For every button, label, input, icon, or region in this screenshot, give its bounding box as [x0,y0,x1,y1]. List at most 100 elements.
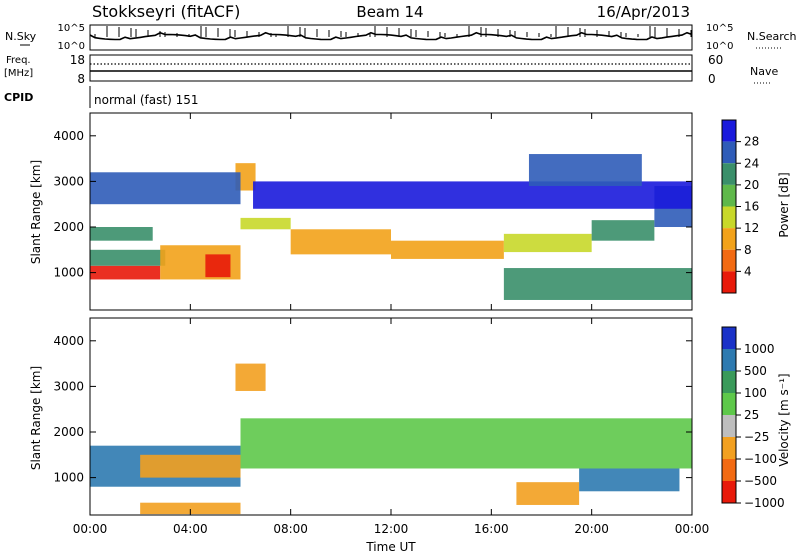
cpid-label: CPID [4,91,33,104]
heatmap-cell [90,249,166,266]
time-tick-label: 12:00 [374,522,409,536]
colorbar-tick-label: 100 [744,386,767,400]
cpid-mode: normal (fast) 151 [94,93,198,107]
freq-right-tick-bottom: 0 [708,72,716,86]
noise-left-label: N.Sky [5,30,37,43]
colorbar-tick-label: −25 [744,430,769,444]
heatmap-cell [140,454,241,478]
colorbar-tick-label: −1000 [744,496,785,510]
heatmap-cell [579,468,680,492]
freq-label-2: [MHz] [4,68,33,79]
heatmap-cell [240,418,692,469]
power-panel: 4000 3000 2000 1000 Slant Range [km] [29,112,693,311]
velocity-colorbar: 1000 500 100 25 −25 −100 −500 −1000 [721,326,785,510]
colorbar-tick-label: 4 [744,264,752,278]
colorbar-swatch [722,481,736,503]
time-axis-label: Time UT [365,540,416,554]
colorbar-swatch [722,349,736,371]
heatmap-cell [516,482,580,505]
heatmap-cell [503,233,592,253]
colorbar-swatch [722,327,736,349]
time-tick-label: 20:00 [574,522,609,536]
time-tick-label: 04:00 [173,522,208,536]
noise-trace [89,31,693,41]
colorbar-swatch [722,228,736,250]
colorbar-tick-label: −500 [744,474,777,488]
heatmap-cell [235,363,266,391]
colorbar-swatch [722,120,736,142]
heatmap-cell [391,240,504,259]
colorbar-swatch [722,141,736,164]
noise-right-tick-bottom: 10^0 [706,41,733,52]
colorbar-tick-label: 16 [744,200,759,214]
power-yaxis: 4000 3000 2000 1000 [53,129,692,280]
velocity-yaxis: 4000 3000 2000 1000 [53,334,692,485]
range-tick-label: 2000 [53,220,84,234]
colorbar-swatch [722,271,736,293]
power-colorbar-label: Power [dB] [777,172,791,237]
power-heatmap [90,154,692,300]
velocity-heatmap [90,363,692,515]
heatmap-cell [90,265,161,280]
colorbar-swatch [722,459,736,481]
power-ylabel: Slant Range [km] [29,160,43,264]
colorbar-swatch [722,184,736,207]
beam-title: Beam 14 [356,3,423,21]
noise-spikes [94,26,692,37]
freq-panel: Freq. [MHz] 18 8 60 0 Nave [4,53,778,86]
heatmap-cell [90,227,153,241]
noise-right-label: N.Search [747,30,797,43]
velocity-panel: 4000 3000 2000 1000 Slant Range [km] [29,317,693,516]
colorbar-tick-label: −100 [744,452,777,466]
heatmap-cell [240,217,291,230]
velocity-ylabel: Slant Range [km] [29,366,43,470]
colorbar-tick-label: 12 [744,221,759,235]
heatmap-cell [140,502,241,515]
freq-right-tick-top: 60 [708,53,723,67]
colorbar-tick-label: 500 [744,364,767,378]
time-tick-label: 08:00 [273,522,308,536]
time-tick-label: 16:00 [474,522,509,536]
range-tick-label: 1000 [53,266,84,280]
heatmap-cell [503,268,692,300]
colorbar-swatch [722,249,736,272]
colorbar-swatch [722,163,736,185]
time-axis: 00:00 04:00 08:00 12:00 16:00 20:00 00:00 [73,113,710,536]
freq-left-tick-top: 18 [70,53,85,67]
range-tick-label: 2000 [53,425,84,439]
heatmap-cell [90,172,241,205]
colorbar-swatch [722,206,736,229]
heatmap-cell [205,254,231,278]
noise-left-tick-top: 10^5 [58,23,85,34]
time-tick-label: 00:00 [73,522,108,536]
range-tick-label: 3000 [53,379,84,393]
range-tick-label: 4000 [53,334,84,348]
noise-panel: N.Sky 10^5 10^0 N.Search 10^5 10^0 [5,23,797,52]
range-tick-label: 1000 [53,471,84,485]
colorbar-tick-label: 24 [744,156,759,170]
colorbar-tick-label: 25 [744,408,759,422]
noise-left-tick-bottom: 10^0 [58,41,85,52]
range-tick-label: 3000 [53,174,84,188]
freq-label-1: Freq. [6,55,31,66]
nave-label: Nave [750,65,778,78]
heatmap-cell [591,220,655,241]
colorbar-swatch [722,437,736,459]
date-title: 16/Apr/2013 [597,3,690,21]
velocity-colorbar-label: Velocity [m s⁻¹] [777,373,791,466]
range-tick-label: 4000 [53,129,84,143]
colorbar-swatch [722,415,736,437]
colorbar-tick-label: 28 [744,135,759,149]
time-tick-label: 00:00 [675,522,710,536]
freq-left-tick-bottom: 8 [77,72,85,86]
heatmap-cell [290,229,391,255]
station-title: Stokkseyri (fitACF) [92,2,240,21]
colorbar-swatch [722,371,736,393]
noise-right-tick-top: 10^5 [706,23,733,34]
colorbar-swatch [722,393,736,415]
colorbar-tick-label: 1000 [744,342,775,356]
colorbar-tick-label: 20 [744,178,759,192]
colorbar-tick-label: 8 [744,243,752,257]
power-colorbar: 28 24 20 16 12 8 4 [721,119,759,294]
